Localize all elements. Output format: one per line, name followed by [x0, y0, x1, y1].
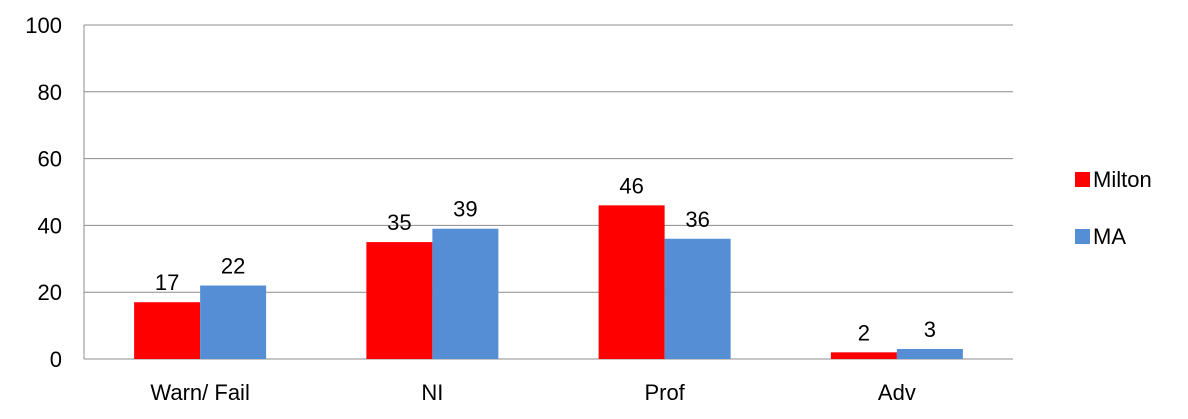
- bar-ma-0: [200, 285, 267, 359]
- data-label: 35: [387, 210, 411, 235]
- data-label: 39: [453, 197, 477, 222]
- y-tick-label: 60: [38, 147, 62, 172]
- y-tick-label: 20: [38, 280, 62, 305]
- x-axis-category-labels: Warn/ Fail NI Prof Adv: [150, 380, 915, 405]
- data-labels: 17 22 35 39 46 36 2 3: [155, 173, 936, 345]
- data-label: 17: [155, 270, 179, 295]
- y-axis-tick-labels: 0 20 40 60 80 100: [25, 13, 62, 372]
- legend-swatch: [1075, 229, 1090, 244]
- legend-label: MA: [1093, 224, 1126, 249]
- x-category-label: NI: [421, 380, 443, 405]
- x-category-label: Warn/ Fail: [150, 380, 249, 405]
- y-tick-label: 100: [25, 13, 62, 38]
- data-label: 2: [858, 320, 870, 345]
- bar-ma-1: [432, 228, 499, 359]
- y-tick-label: 40: [38, 213, 62, 238]
- bar-milton-1: [366, 242, 433, 359]
- data-label: 46: [619, 173, 643, 198]
- data-label: 22: [221, 254, 245, 279]
- bar-milton-2: [598, 205, 665, 359]
- bar-milton-0: [134, 302, 201, 359]
- legend-label: Milton: [1093, 167, 1152, 192]
- x-category-label: Prof: [644, 380, 685, 405]
- bar-ma-3: [896, 348, 963, 359]
- legend: Milton MA: [1075, 167, 1152, 249]
- bars: [134, 205, 963, 359]
- data-label: 3: [924, 317, 936, 342]
- data-label: 36: [685, 207, 709, 232]
- bar-milton-3: [830, 352, 897, 359]
- x-category-label: Adv: [878, 380, 916, 405]
- y-tick-label: 0: [50, 347, 62, 372]
- legend-swatch: [1075, 172, 1090, 187]
- y-tick-label: 80: [38, 80, 62, 105]
- bar-ma-2: [664, 238, 731, 359]
